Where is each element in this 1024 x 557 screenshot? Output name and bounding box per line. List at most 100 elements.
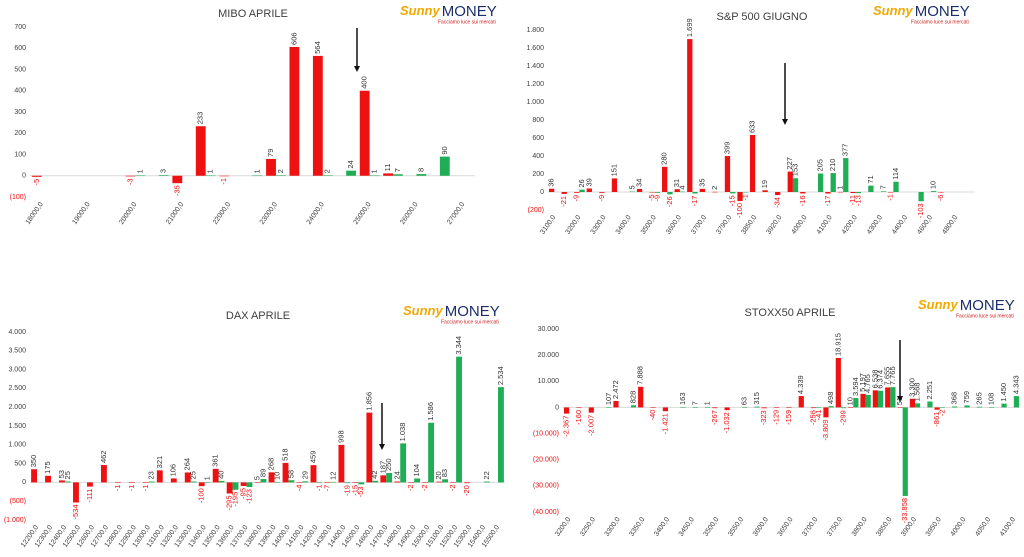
data-label: 104 — [412, 464, 421, 477]
bar — [818, 173, 824, 192]
bar — [274, 482, 281, 483]
bar — [246, 482, 253, 488]
data-label: -33.858 — [900, 498, 909, 523]
data-label: 377 — [841, 144, 850, 157]
data-label: 462 — [99, 451, 108, 464]
x-tick-label: 3700,0 — [690, 214, 708, 236]
bar — [31, 175, 42, 177]
data-label: 39 — [584, 178, 593, 186]
data-label: 233 — [196, 112, 205, 125]
x-tick-label: 3600,0 — [665, 214, 683, 236]
bar — [952, 406, 958, 408]
bar — [170, 478, 177, 483]
y-tick-label: 0 — [22, 173, 26, 180]
bar — [172, 175, 183, 184]
data-label: 26 — [577, 179, 586, 187]
bar — [125, 175, 136, 177]
data-label: -256 — [809, 410, 818, 425]
bar — [158, 175, 169, 176]
x-tick-label: 23000,0 — [259, 201, 279, 226]
bar — [840, 407, 847, 409]
data-label: -53 — [356, 486, 365, 497]
bar — [692, 407, 698, 408]
data-label: -34 — [773, 197, 782, 208]
y-tick-label: 400 — [14, 88, 26, 95]
x-tick-label: 3550,0 — [727, 516, 745, 538]
data-label: -160 — [574, 410, 583, 425]
y-tick-label: 200 — [532, 171, 544, 178]
bar — [890, 387, 896, 408]
data-label: 20 — [434, 471, 443, 479]
bar — [830, 173, 836, 192]
y-tick-label: 1.600 — [526, 45, 544, 52]
data-label: -21 — [559, 196, 568, 207]
x-tick-label: 3920,0 — [765, 214, 783, 236]
bar — [226, 482, 233, 494]
data-label: -861 — [932, 412, 941, 427]
x-tick-label: 3650,0 — [777, 516, 795, 538]
data-label: 2.534 — [496, 366, 505, 385]
bar — [692, 192, 698, 194]
bar — [394, 481, 401, 483]
data-label: -111 — [85, 489, 94, 503]
x-tick-label: 3350,0 — [628, 516, 646, 538]
data-label: 79 — [266, 149, 275, 157]
y-tick-label: 1.400 — [526, 63, 544, 70]
bar — [135, 175, 146, 177]
x-tick-label: 3250,0 — [579, 516, 597, 538]
data-label: 350 — [29, 455, 38, 468]
x-tick-label: 25000,0 — [353, 201, 373, 226]
bar — [650, 407, 656, 408]
chart-title: DAX APRILE — [226, 310, 290, 322]
data-label: 6.374 — [876, 370, 885, 389]
bar — [934, 407, 940, 410]
data-label: -9 — [652, 195, 661, 202]
data-label: -1.032 — [722, 412, 731, 433]
data-label: 3 — [159, 169, 168, 173]
bar — [915, 403, 921, 408]
data-label: -123 — [244, 489, 253, 504]
bar — [800, 192, 806, 194]
bar — [674, 189, 680, 192]
bar — [428, 422, 435, 483]
data-label: 1.038 — [398, 423, 407, 442]
data-label: 227 — [785, 157, 794, 170]
data-label: 1.568 — [913, 383, 922, 402]
x-tick-label: 3700,0 — [801, 516, 819, 538]
data-label: -41 — [814, 410, 823, 421]
y-tick-label: 1.500 — [8, 423, 26, 430]
bar — [100, 465, 107, 483]
data-label: 264 — [183, 458, 192, 471]
bar — [266, 158, 276, 176]
bar — [897, 407, 903, 408]
bar — [742, 407, 748, 408]
bar — [219, 175, 230, 177]
bar — [825, 192, 831, 194]
bar — [938, 192, 944, 193]
data-label: 114 — [891, 168, 900, 180]
x-tick-label: 19000,0 — [71, 201, 91, 226]
data-label: -6 — [936, 195, 945, 202]
data-label: 7.765 — [888, 366, 897, 385]
bar — [260, 479, 267, 483]
data-label: 51 — [895, 397, 904, 405]
x-tick-label: 3450,0 — [678, 516, 696, 538]
x-tick-label: 3200,0 — [565, 214, 583, 236]
data-label: 498 — [826, 392, 835, 405]
logo-tagline: Facciamo luce sui mercati — [956, 313, 1014, 319]
bar — [204, 482, 211, 483]
bar — [939, 407, 945, 408]
data-label: 163 — [678, 392, 687, 405]
x-tick-label: 4400,0 — [891, 214, 909, 236]
bar — [254, 482, 261, 483]
bar — [843, 158, 849, 192]
bar — [630, 405, 637, 408]
bar — [366, 412, 373, 483]
data-label: 18.915 — [833, 333, 842, 356]
y-tick-label: (30.000) — [533, 483, 559, 490]
data-label: 23 — [147, 471, 156, 479]
bar — [786, 407, 792, 408]
